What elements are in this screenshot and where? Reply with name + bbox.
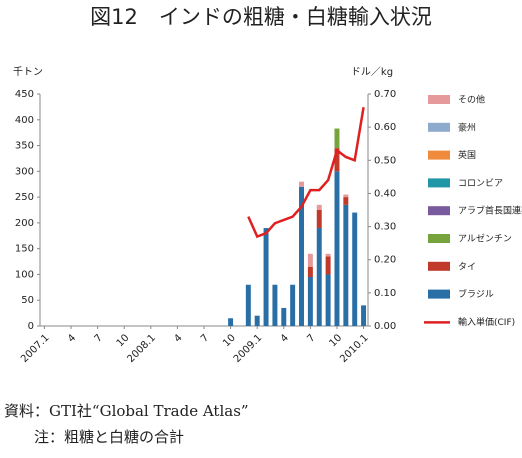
bar: [316, 228, 322, 326]
bar: [272, 284, 278, 326]
bar: [299, 181, 304, 187]
legend-label: その他: [458, 94, 485, 106]
line: [247, 107, 365, 239]
bar: [325, 253, 331, 257]
y-tick-label: 50: [21, 295, 34, 306]
legend-label: コロンビア: [458, 178, 503, 189]
bar: [299, 186, 304, 326]
legend-label: アラブ首長国連邦: [458, 205, 522, 217]
bar: [316, 210, 322, 229]
y2-tick-label: 0.40: [374, 188, 396, 199]
y-tick-label: 300: [15, 166, 34, 177]
bar: [361, 305, 367, 326]
y2-tick-label: 0.50: [374, 155, 396, 166]
bar: [343, 194, 349, 198]
x-tick-label: 2009.1: [232, 332, 265, 365]
legend-swatch: [428, 234, 450, 243]
bar: [307, 266, 313, 278]
x-tick-label: 4: [66, 332, 78, 344]
bar: [343, 197, 349, 205]
y-axis-label: 千トン: [13, 66, 43, 78]
x-tick-label: 10: [327, 332, 344, 349]
bar: [254, 315, 260, 326]
bar: [334, 148, 340, 172]
y2-tick-label: 0.70: [374, 89, 396, 100]
y-tick-label: 100: [15, 269, 34, 280]
y2-axis-label: ドル／kg: [351, 66, 393, 78]
legend-swatch: [428, 95, 450, 104]
bar: [316, 204, 322, 210]
legend-label: アルゼンチン: [458, 233, 512, 245]
x-tick-label: 10: [115, 332, 132, 349]
legend-label: タイ: [458, 261, 476, 272]
y-tick-label: 200: [15, 218, 34, 229]
chart-title: 図12 インドの粗糖・白糖輸入状況: [90, 5, 432, 29]
legend-label: 豪州: [458, 121, 476, 133]
x-tick-label: 7: [93, 332, 105, 344]
legend-label: 英国: [458, 149, 476, 161]
legend-swatch: [428, 289, 450, 299]
x-tick-label: 10: [221, 332, 238, 349]
y-tick-label: 150: [15, 244, 34, 255]
bar: [307, 277, 313, 326]
bar: [334, 171, 340, 326]
y-tick-label: 450: [15, 89, 34, 100]
bar: [290, 284, 296, 326]
y-tick-label: 0: [28, 321, 34, 332]
y2-tick-label: 0.60: [374, 122, 396, 133]
legend-label: 輸入単価(CIF): [458, 316, 515, 328]
y2-tick-label: 0.20: [374, 255, 396, 266]
y-tick-label: 350: [15, 141, 34, 152]
bar: [325, 256, 331, 275]
x-tick-label: 4: [172, 332, 184, 344]
note: 注：粗糖と白糖の合計: [34, 428, 184, 446]
x-tick-label: 4: [279, 332, 291, 344]
legend-swatch: [428, 150, 450, 160]
x-tick-label: 2010.1: [338, 332, 371, 365]
bar: [334, 128, 340, 149]
x-tick-label: 7: [199, 332, 211, 344]
bar: [307, 253, 313, 267]
y-tick-label: 250: [15, 192, 34, 203]
bar: [263, 228, 269, 326]
x-tick-label: 2008.1: [126, 332, 159, 365]
y2-tick-label: 0.10: [374, 288, 396, 299]
source: 資料：GTI社“Global Trade Atlas”: [4, 402, 249, 420]
y2-tick-label: 0.30: [374, 222, 396, 233]
legend-label: ブラジル: [458, 288, 494, 300]
legend-swatch: [428, 122, 450, 132]
x-tick-label: 2007.1: [19, 332, 52, 365]
legend-swatch: [428, 206, 450, 216]
legend-swatch: [428, 178, 450, 188]
y-tick-label: 400: [15, 115, 34, 126]
bar: [245, 284, 251, 326]
x-tick-label: 7: [305, 332, 317, 344]
legend-swatch: [428, 261, 450, 271]
y2-tick-label: 0.00: [374, 321, 396, 332]
bar: [343, 204, 349, 326]
bar: [325, 274, 331, 326]
bar: [281, 307, 287, 326]
bar: [352, 212, 358, 326]
bar: [228, 318, 234, 326]
